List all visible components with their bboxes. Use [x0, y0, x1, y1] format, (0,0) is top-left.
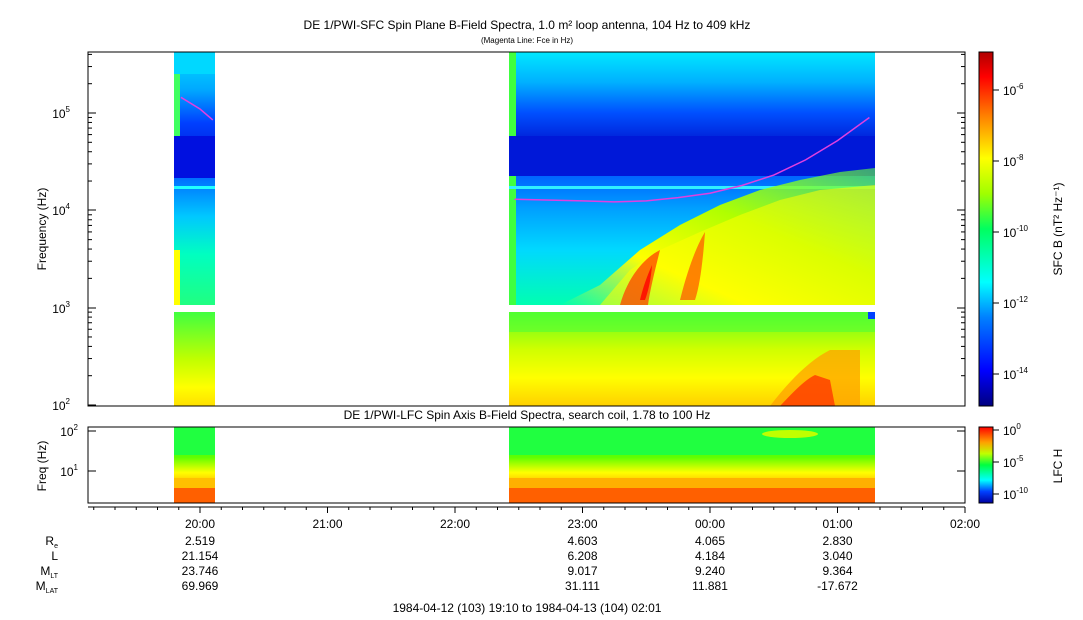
chart-subtitle: (Magenta Line: Fce in Hz) — [481, 36, 573, 45]
ephemeris-value: 4.065 — [695, 534, 725, 548]
time-tick-label: 23:00 — [567, 517, 597, 531]
fce-line-1 — [180, 96, 214, 121]
lfc-panel: 102 101 Freq (Hz) — [35, 423, 966, 504]
sfc-cbar-label: SFC B (nT² Hz⁻¹) — [1051, 183, 1065, 276]
lfc-ytick-1e1: 101 — [60, 463, 78, 479]
ephemeris-value: 9.240 — [695, 564, 725, 578]
time-tick-label: 00:00 — [695, 517, 725, 531]
time-tick-label: 20:00 — [185, 517, 215, 531]
sfc-data-block-2 — [509, 52, 875, 406]
sfc-cbar-tick-3: 10-10 — [1003, 224, 1028, 240]
sfc-ytick-1e4: 104 — [52, 202, 70, 218]
lfc-cbar-tick-1: 100 — [1003, 422, 1021, 438]
ephemeris-table: Re 2.519 4.603 4.065 2.830 L 21.154 6.208 4.184 3… — [36, 534, 859, 595]
ephemeris-value: 23.746 — [182, 564, 219, 578]
ephemeris-value: 69.969 — [182, 579, 219, 593]
lfc-colorbar-gradient — [978, 426, 994, 504]
ephemeris-row-label: Re — [45, 534, 58, 550]
ephemeris-value: 6.208 — [567, 549, 597, 563]
ephemeris-row-label: L — [51, 549, 58, 563]
ephemeris-value: -17.672 — [817, 579, 858, 593]
sfc-ytick-1e5: 105 — [52, 105, 70, 121]
ephemeris-value: 9.017 — [567, 564, 597, 578]
time-tick-label: 21:00 — [312, 517, 342, 531]
ephemeris-value: 2.519 — [185, 534, 215, 548]
sfc-plot-frame — [87, 51, 966, 407]
fce-line-2 — [514, 116, 870, 203]
sfc-colorbar-gradient — [978, 51, 994, 407]
lfc-cbar-label: LFC H — [1051, 449, 1065, 484]
sfc-ytick-1e2: 102 — [52, 397, 70, 413]
sfc-y-ticks — [88, 53, 965, 406]
sfc-cbar-tick-1: 10-6 — [1003, 82, 1024, 98]
sfc-colorbar: 10-6 10-8 10-10 10-12 10-14 SFC B (nT² H… — [978, 51, 1065, 407]
ephemeris-value: 31.111 — [565, 579, 600, 593]
time-tick-label: 01:00 — [822, 517, 852, 531]
ephemeris-value: 9.364 — [822, 564, 852, 578]
sfc-ylabel: Frequency (Hz) — [35, 188, 49, 271]
lfc-colorbar: 100 10-5 10-10 LFC H — [978, 422, 1065, 504]
ephemeris-value: 2.830 — [822, 534, 852, 548]
lfc-title: DE 1/PWI-LFC Spin Axis B-Field Spectra, … — [344, 408, 711, 422]
time-tick-label: 02:00 — [950, 517, 980, 531]
lfc-ytick-1e2: 102 — [60, 423, 78, 439]
lfc-plot-frame — [87, 426, 966, 504]
ephemeris-row-label: MLT — [40, 564, 58, 580]
sfc-ytick-1e3: 103 — [52, 300, 70, 316]
ephemeris-value: 11.881 — [692, 579, 728, 593]
lfc-ylabel: Freq (Hz) — [35, 441, 49, 492]
ephemeris-value: 3.040 — [822, 549, 852, 563]
time-axis: 20:00 21:00 22:00 23:00 00:00 01:00 02:00 — [88, 506, 980, 531]
sfc-panel: 105 104 103 102 Frequency (Hz) — [35, 51, 966, 413]
ephemeris-value: 4.184 — [695, 549, 725, 563]
ephemeris-value: 21.154 — [182, 549, 219, 563]
sfc-cbar-tick-4: 10-12 — [1003, 295, 1028, 311]
chart-title: DE 1/PWI-SFC Spin Plane B-Field Spectra,… — [304, 18, 751, 32]
ephemeris-value: 4.603 — [567, 534, 597, 548]
lfc-cbar-tick-2: 10-5 — [1003, 454, 1024, 470]
sfc-data-block-1 — [174, 52, 215, 406]
time-range-label: 1984-04-12 (103) 19:10 to 1984-04-13 (10… — [393, 601, 662, 615]
sfc-cbar-tick-5: 10-14 — [1003, 366, 1028, 382]
lfc-cbar-tick-3: 10-10 — [1003, 486, 1028, 502]
sfc-cbar-tick-2: 10-8 — [1003, 153, 1024, 169]
time-tick-label: 22:00 — [440, 517, 470, 531]
ephemeris-row-label: MLAT — [36, 579, 59, 595]
